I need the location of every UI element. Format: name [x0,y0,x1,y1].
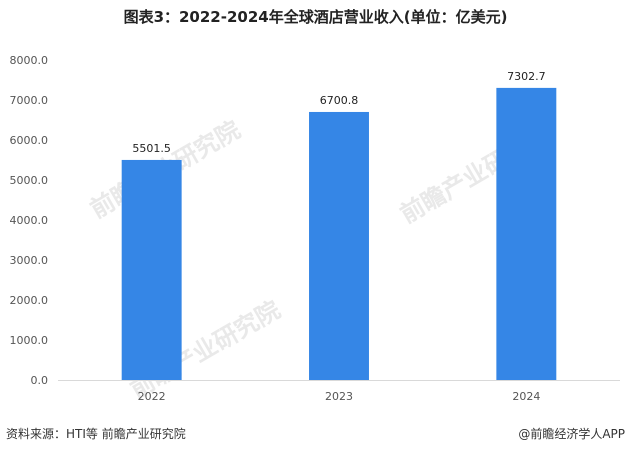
x-tick-label: 2023 [325,390,353,403]
y-tick-label: 4000.0 [10,214,49,227]
y-tick-label: 3000.0 [10,254,49,267]
data-label-2022: 5501.5 [132,142,171,155]
y-tick-label: 6000.0 [10,134,49,147]
x-axis: 2022 2023 2024 [58,380,620,403]
data-label-2023: 6700.8 [320,94,359,107]
x-tick-label: 2022 [138,390,166,403]
bar-2022 [121,159,182,380]
y-tick-label: 5000.0 [10,174,49,187]
y-tick-label: 2000.0 [10,294,49,307]
data-label-2024: 7302.7 [507,70,546,83]
y-tick-label: 1000.0 [10,334,49,347]
bars: 5501.5 6700.8 7302.7 [121,70,557,380]
source-note: 资料来源：HTI等 前瞻产业研究院 [6,427,186,441]
bar-2024 [496,87,557,380]
y-tick-label: 8000.0 [10,54,49,67]
bar-2023 [309,111,369,380]
brand-credit: @前瞻经济学人APP [518,427,625,441]
y-tick-label: 7000.0 [10,94,49,107]
x-tick-label: 2024 [512,390,540,403]
y-axis: 0.0 1000.0 2000.0 3000.0 4000.0 5000.0 6000.0 7… [10,54,49,387]
chart-title: 图表3：2022-2024年全球酒店营业收入(单位：亿美元) [123,8,508,26]
y-tick-label: 0.0 [31,374,49,387]
